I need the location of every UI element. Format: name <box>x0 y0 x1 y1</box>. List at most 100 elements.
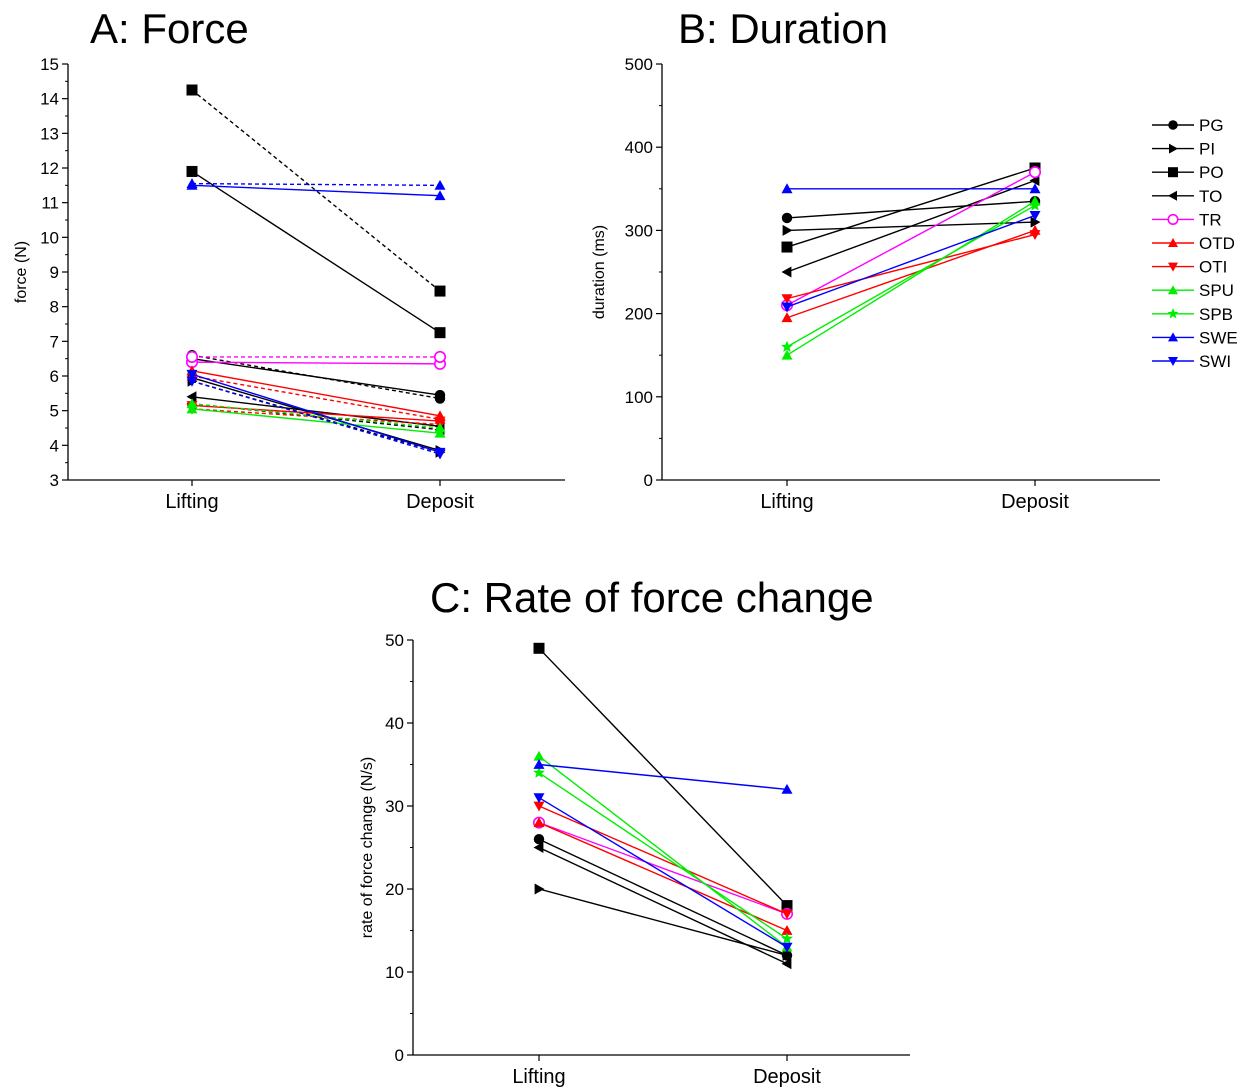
series-line <box>538 772 788 940</box>
legend-label: SWI <box>1199 352 1231 371</box>
y-tick-label: 0 <box>395 1046 404 1065</box>
legend-marker <box>1167 308 1179 319</box>
data-point <box>781 302 793 313</box>
data-point <box>781 340 793 352</box>
series-swi <box>533 793 793 953</box>
series-oti <box>533 801 793 920</box>
data-point <box>781 241 793 253</box>
y-tick-label: 40 <box>385 714 404 733</box>
x-tick-label: Deposit <box>406 491 474 513</box>
series-spu <box>533 750 793 952</box>
x-tick-label: Lifting <box>165 491 218 513</box>
series-po-dashed <box>186 84 446 297</box>
series-spu <box>186 403 446 438</box>
data-point <box>533 759 545 769</box>
series-line <box>538 821 788 915</box>
series-oti <box>781 230 1041 305</box>
data-point <box>533 766 545 778</box>
panel-duration: B: Duration duration (ms) 0 100 200 300 400 500… <box>591 5 1160 513</box>
series-spb <box>533 766 793 944</box>
data-point <box>434 427 446 438</box>
legend-label: SPU <box>1199 281 1234 300</box>
data-point <box>781 932 793 944</box>
legend-marker <box>1168 120 1178 130</box>
panel-force: A: Force force (N) 3 4 5 6 7 8 9 10 11 12 13 14 15 Lift… <box>13 5 565 513</box>
data-point <box>533 793 545 804</box>
legend-entry-otd: OTD <box>1152 234 1235 253</box>
legend-marker <box>1168 262 1178 272</box>
series-line <box>191 396 441 427</box>
legend-label: PG <box>1199 116 1224 135</box>
legend-entry-pg: PG <box>1152 116 1224 135</box>
data-point <box>781 958 792 970</box>
data-point <box>533 842 544 853</box>
series-tr <box>185 356 447 370</box>
series-line <box>191 377 441 452</box>
series-swe-dashed <box>186 178 446 190</box>
data-point <box>434 393 446 404</box>
y-tick-label: 11 <box>41 194 59 213</box>
y-tick-label: 13 <box>40 124 59 143</box>
data-point <box>781 942 793 953</box>
y-tick-label: 15 <box>40 55 59 74</box>
series-line <box>786 179 1036 273</box>
x-tick-label: Lifting <box>512 1066 565 1088</box>
series-po <box>186 165 446 339</box>
y-tick-label: 6 <box>50 367 59 386</box>
series-line <box>191 403 441 429</box>
legend-marker <box>1168 357 1178 366</box>
y-tick-label: 7 <box>50 332 59 351</box>
series-swi <box>781 211 1041 313</box>
series-line <box>786 233 1036 300</box>
data-point <box>186 391 197 403</box>
legend-entry-pi: PI <box>1152 140 1215 159</box>
series-line <box>538 846 788 965</box>
data-point <box>781 294 793 305</box>
data-point <box>434 285 446 297</box>
y-tick-label: 50 <box>385 631 404 650</box>
data-point <box>186 165 198 177</box>
data-point <box>186 398 198 409</box>
series-line <box>191 380 441 455</box>
data-point <box>186 178 198 188</box>
chart-title: C: Rate of force change <box>430 574 874 621</box>
y-tick-label: 200 <box>625 305 653 324</box>
legend-entry-spu: SPU <box>1152 281 1234 300</box>
series-line <box>786 200 1036 219</box>
series-line <box>191 370 441 417</box>
legend-label: SWE <box>1199 328 1238 347</box>
series-line <box>538 888 788 957</box>
y-tick-label: 8 <box>50 298 59 317</box>
chart-title: B: Duration <box>678 5 888 52</box>
y-tick-label: 10 <box>40 228 59 247</box>
y-tick-label: 14 <box>40 90 59 109</box>
data-point <box>1029 183 1041 194</box>
data-point <box>533 817 545 827</box>
series-otd <box>533 817 793 935</box>
legend-label: TR <box>1199 210 1222 229</box>
legend-entry-swi: SWI <box>1152 352 1231 371</box>
data-point <box>534 883 545 895</box>
chart-title: A: Force <box>90 5 249 52</box>
legend-marker <box>1168 167 1178 178</box>
data-point <box>781 900 793 912</box>
y-tick-label: 300 <box>625 221 653 240</box>
y-tick-label: 10 <box>385 963 404 982</box>
legend-marker <box>1168 190 1177 201</box>
data-point <box>434 327 446 339</box>
data-point <box>533 833 545 845</box>
data-point <box>1030 216 1041 228</box>
y-tick-label: 4 <box>50 436 59 455</box>
data-point <box>782 224 793 236</box>
series-swe <box>533 759 793 794</box>
legend-label: PO <box>1199 163 1224 182</box>
series-line <box>191 184 441 197</box>
data-point <box>781 925 793 935</box>
series-line <box>786 167 1036 248</box>
x-tick-label: Lifting <box>760 491 813 513</box>
data-point <box>1029 199 1041 211</box>
data-point <box>781 212 793 224</box>
legend-label: SPB <box>1199 305 1233 324</box>
data-point <box>434 190 446 201</box>
